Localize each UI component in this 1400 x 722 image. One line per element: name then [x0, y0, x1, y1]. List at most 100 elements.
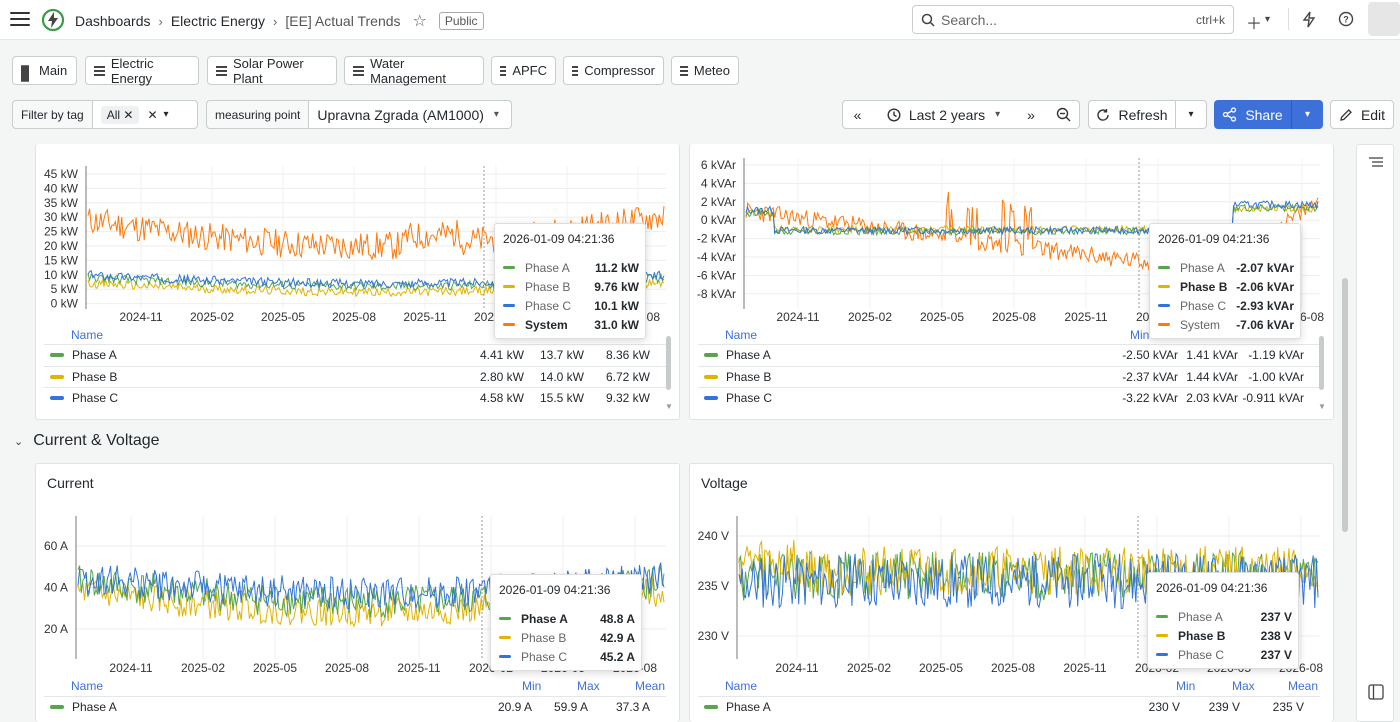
panel-title[interactable]: Current	[47, 475, 94, 491]
link-label: Meteo	[693, 63, 730, 78]
refresh-interval-dropdown[interactable]: ▾	[1175, 100, 1207, 129]
link-compressor[interactable]: Compressor	[563, 56, 664, 85]
link-solar-power-plant[interactable]: Solar Power Plant	[207, 56, 337, 86]
legend-head-max[interactable]: Max	[577, 679, 600, 693]
legend-head-name[interactable]: Name	[71, 679, 104, 693]
search-placeholder: Search...	[941, 11, 998, 28]
legend-min: -2.50 kVAr	[1122, 348, 1178, 362]
y-tick-label: 240 V	[698, 529, 729, 543]
link-label: Main	[39, 63, 68, 78]
legend-head-min[interactable]: Min	[1176, 679, 1196, 693]
chevron-down-icon[interactable]: ▾	[1265, 14, 1271, 25]
tooltip-time: 2026-01-09 04:21:36	[1158, 232, 1270, 246]
chevron-down-icon[interactable]: ▾	[163, 109, 169, 120]
scroll-down-icon[interactable]: ▼	[665, 402, 673, 411]
panel-title[interactable]: Voltage	[701, 475, 748, 491]
tooltip-series-name: Phase A	[521, 611, 568, 626]
plus-icon[interactable]: ＋	[1246, 16, 1263, 33]
tooltip-row: Phase B 42.9 A	[499, 628, 635, 647]
x-tick-label: 2025-08	[992, 310, 1036, 324]
list-icon	[353, 65, 365, 76]
legend-min: 4.58 kW	[479, 391, 524, 405]
time-back-button[interactable]: «	[842, 100, 873, 129]
filter-tag-select[interactable]: All ✕ ✕ ▾	[92, 100, 198, 129]
tooltip-value: 31.0 kW	[594, 317, 639, 332]
legend-head-mean[interactable]: Mean	[635, 679, 666, 693]
zoom-out-button[interactable]	[1047, 100, 1080, 129]
star-icon[interactable]: ☆	[412, 13, 427, 30]
link-water-management[interactable]: Water Management	[344, 56, 484, 86]
refresh-button[interactable]: Refresh	[1088, 100, 1176, 129]
legend-row[interactable]: Phase B -2.37 kVAr 1.44 kVAr -1.00 kVAr	[698, 365, 1320, 387]
link-main[interactable]: Main	[12, 56, 77, 85]
legend-head-min[interactable]: Min	[1130, 328, 1150, 342]
tooltip-row: Phase B 238 V	[1156, 626, 1292, 645]
legend-min: -3.22 kVAr	[1122, 391, 1178, 405]
outline-icon[interactable]	[1369, 157, 1383, 169]
series-swatch	[1158, 285, 1170, 288]
legend-head-mean[interactable]: Mean	[1288, 679, 1319, 693]
tooltip-row: Phase C 10.1 kW	[503, 296, 639, 315]
legend-head-name[interactable]: Name	[725, 328, 758, 342]
row-current-voltage[interactable]: ⌄ Current & Voltage	[14, 432, 160, 450]
legend-row[interactable]: Phase C -3.22 kVAr 2.03 kVAr -0.911 kVAr	[698, 387, 1320, 408]
legend-scrollbar[interactable]	[666, 336, 671, 390]
time-range-picker[interactable]: Last 2 years ▾	[872, 100, 1016, 129]
edit-button[interactable]: Edit	[1330, 100, 1394, 129]
page-scrollbar[interactable]	[1342, 278, 1348, 532]
share-dropdown[interactable]: ▾	[1291, 100, 1323, 129]
time-forward-button[interactable]: »	[1015, 100, 1048, 129]
x-tick-label: 2025-08	[332, 310, 376, 324]
scroll-down-icon[interactable]: ▼	[1318, 402, 1326, 411]
link-meteo[interactable]: Meteo	[671, 56, 739, 85]
y-tick-label: 5 kW	[51, 282, 79, 296]
clear-icon[interactable]: ✕	[147, 107, 158, 122]
link-electric-energy[interactable]: Electric Energy	[85, 56, 199, 86]
legend-head-min[interactable]: Min	[522, 679, 542, 693]
menu-icon[interactable]	[10, 12, 30, 28]
breadcrumb-dashboards[interactable]: Dashboards	[75, 13, 151, 29]
legend-min: 20.9 A	[497, 700, 532, 714]
legend-row[interactable]: Phase A 230 V 239 V 235 V	[698, 696, 1320, 717]
legend-head-name[interactable]: Name	[71, 328, 104, 342]
list-icon	[680, 65, 688, 76]
measuring-point-select[interactable]: Upravna Zgrada (AM1000) ▾	[309, 100, 513, 129]
share-button[interactable]: Share	[1214, 100, 1291, 129]
dock-sidebar-icon[interactable]	[1368, 684, 1384, 700]
legend-head-name[interactable]: Name	[725, 679, 758, 693]
legend-row[interactable]: Phase A -2.50 kVAr 1.41 kVAr -1.19 kVAr	[698, 344, 1320, 365]
series-swatch	[704, 353, 718, 357]
legend-mean: -1.19 kVAr	[1248, 348, 1304, 362]
legend-row[interactable]: Phase B 2.80 kW 14.0 kW 6.72 kW	[44, 365, 666, 387]
x-tick-label: 2025-05	[261, 310, 305, 324]
chart-axes: 6 kVAr 4 kVAr 2 kVAr 0 kVAr -2 kVAr -4 kVAr -6…	[697, 158, 1324, 324]
legend-row[interactable]: Phase A 20.9 A 59.9 A 37.3 A	[44, 696, 666, 717]
avatar[interactable]	[1368, 2, 1400, 36]
chevron-down-icon: ▾	[493, 109, 499, 120]
series-swatch	[50, 374, 64, 379]
legend-scrollbar[interactable]	[1319, 336, 1324, 390]
breadcrumb-electric-energy[interactable]: Electric Energy	[170, 13, 265, 29]
legend-head-max[interactable]: Max	[1232, 679, 1255, 693]
edit-label: Edit	[1360, 106, 1386, 123]
y-tick-label: 0 kW	[51, 297, 79, 311]
close-icon[interactable]: ✕	[123, 107, 134, 122]
x-tick-label: 2025-02	[190, 310, 234, 324]
y-tick-label: 35 kW	[44, 196, 79, 210]
reactive-power-chart[interactable]: 6 kVAr 4 kVAr 2 kVAr 0 kVAr -2 kVAr -4 kVAr -6…	[690, 144, 1334, 324]
series-swatch	[503, 323, 515, 326]
app-logo-icon[interactable]	[41, 8, 65, 32]
legend-row[interactable]: Phase C 4.58 kW 15.5 kW 9.32 kW	[44, 387, 666, 408]
y-tick-label: 60 A	[44, 539, 68, 553]
refresh-icon	[1097, 108, 1110, 121]
legend-row[interactable]: Phase A 4.41 kW 13.7 kW 8.36 kW	[44, 344, 666, 365]
legend-max: 239 V	[1208, 700, 1240, 714]
link-apfc[interactable]: APFC	[491, 56, 556, 85]
search-input[interactable]: Search... ctrl+k	[912, 5, 1234, 34]
help-icon[interactable]: ?	[1338, 11, 1354, 27]
x-tick-label: 2025-02	[847, 661, 891, 675]
tooltip-series-name: Phase B	[525, 279, 571, 294]
tooltip-series-name: Phase A	[525, 260, 570, 275]
news-bolt-icon[interactable]	[1302, 11, 1316, 28]
